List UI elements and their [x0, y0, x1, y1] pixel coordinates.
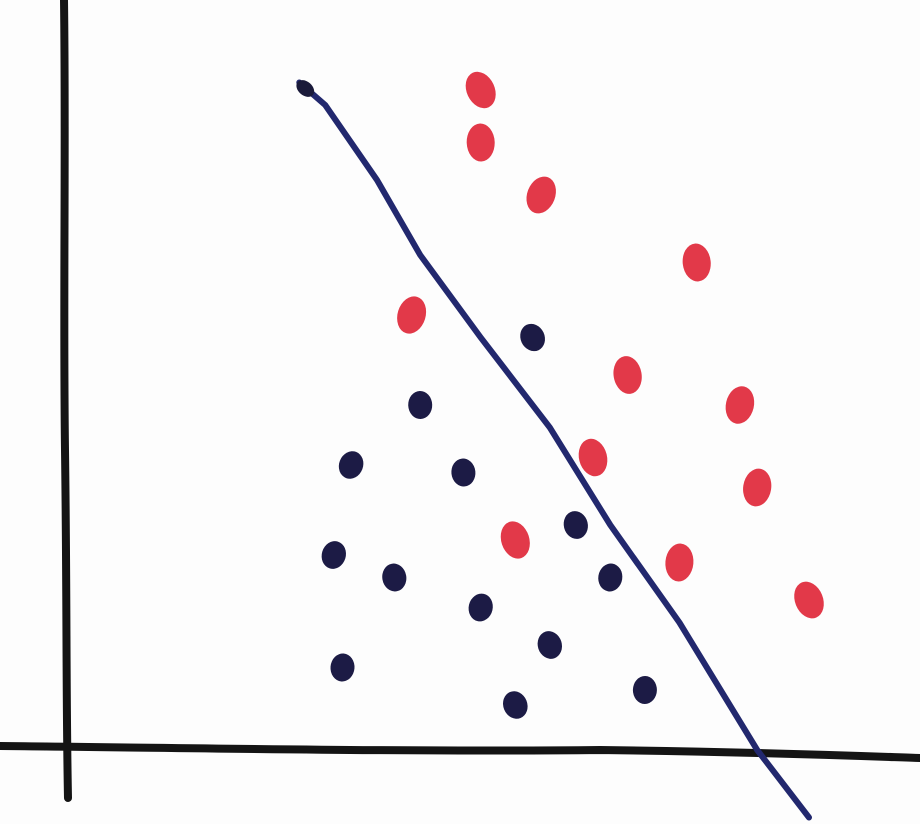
boundary-line-start-blot	[296, 80, 315, 97]
dark-point-9	[598, 563, 623, 592]
red-point-8	[578, 438, 608, 477]
dark-point-4	[451, 458, 476, 487]
dark-point-11	[330, 653, 355, 682]
red-point-2	[466, 123, 495, 162]
y-axis	[60, 0, 72, 802]
red-point-7	[725, 386, 755, 424]
red-point-10	[500, 521, 530, 559]
dark-point-2	[408, 391, 433, 419]
dark-point-8	[563, 511, 588, 539]
red-point-4	[682, 243, 711, 282]
red-point-11	[665, 543, 694, 582]
red-point-3	[526, 176, 556, 214]
dark-point-12	[502, 691, 528, 719]
dark-point-5	[321, 541, 346, 569]
dark-point-3	[338, 451, 364, 479]
red-point-6	[613, 356, 642, 394]
decision-boundary-line	[296, 79, 812, 821]
red-point-9	[743, 468, 772, 507]
red-point-1	[465, 71, 496, 109]
dark-point-13	[632, 676, 657, 704]
dark-point-10	[537, 631, 563, 659]
red-point-5	[397, 296, 427, 334]
x-axis	[0, 742, 920, 762]
dark-point-6	[382, 563, 407, 592]
dark-point-7	[468, 593, 493, 622]
dark-point-1	[520, 323, 545, 352]
red-point-12	[794, 581, 824, 619]
